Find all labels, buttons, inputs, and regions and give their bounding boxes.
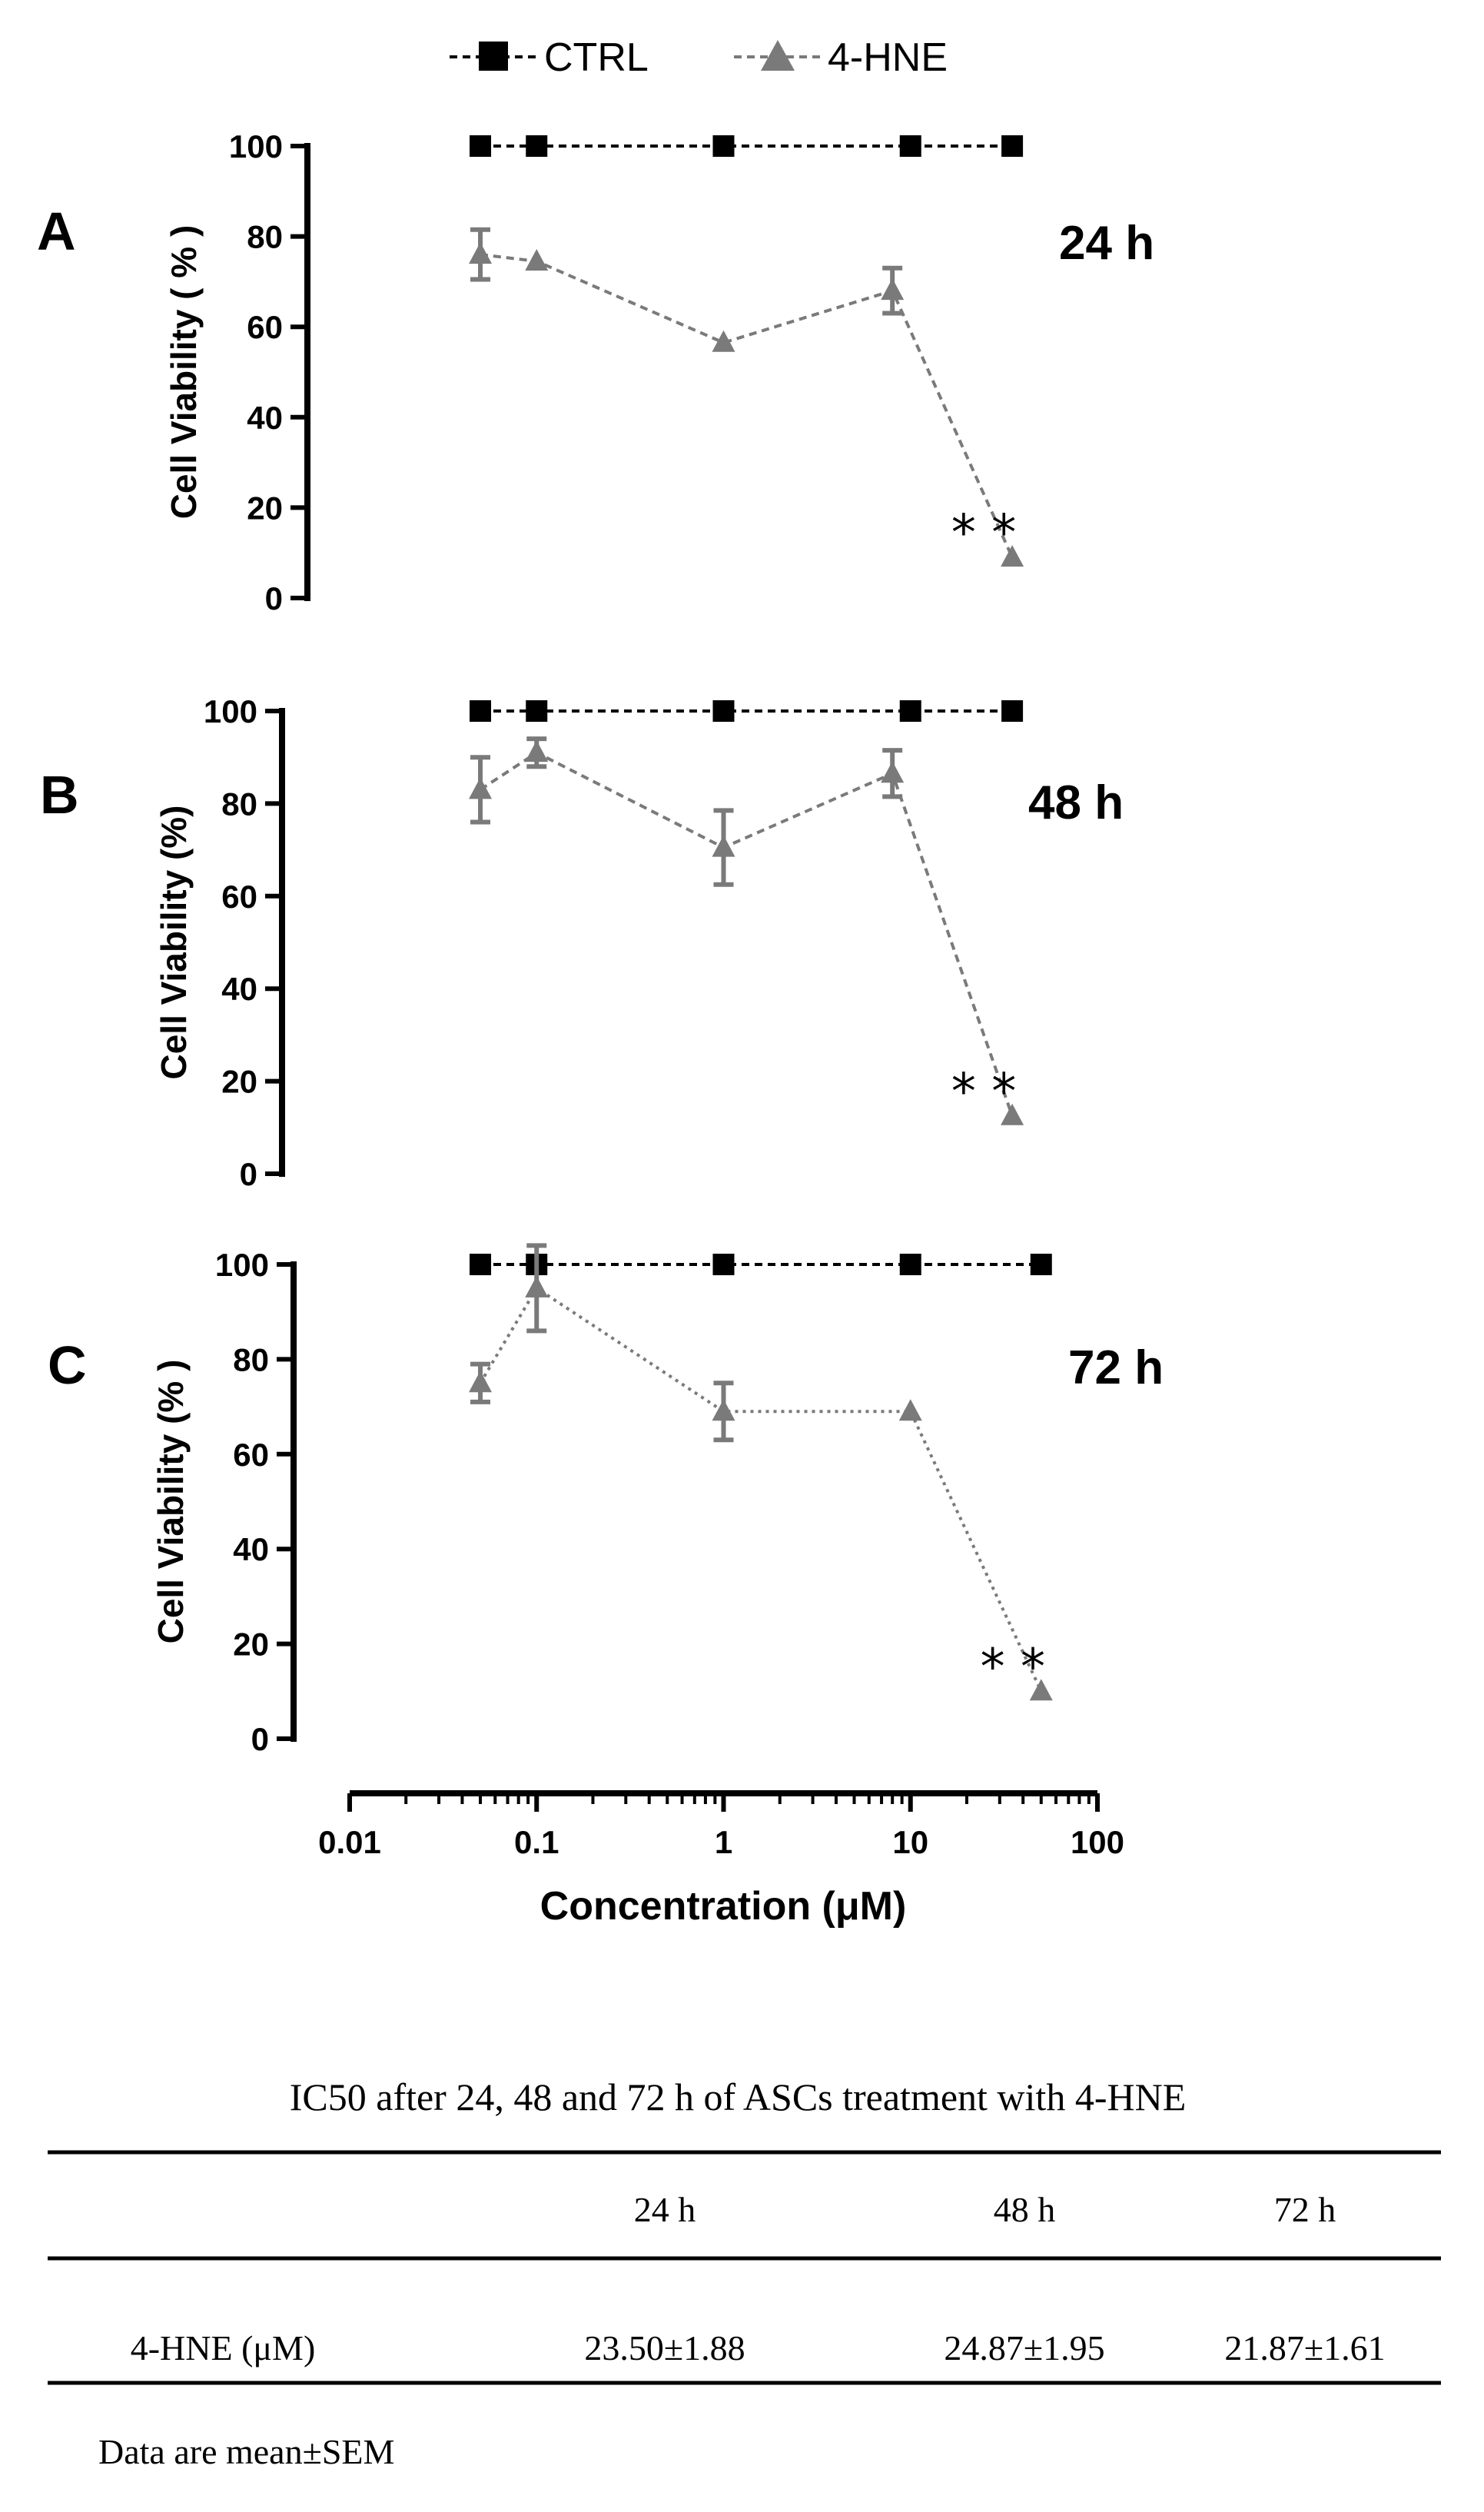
legend-ctrl-marker — [479, 42, 508, 71]
hne-point — [881, 278, 905, 301]
time-label: 24 h — [1059, 217, 1154, 270]
y-tick-label: 100 — [229, 128, 283, 164]
hne-point — [525, 248, 549, 271]
y-tick-label: 60 — [233, 1437, 269, 1473]
hne-point — [712, 330, 735, 352]
table-header-72h: 72 h — [1274, 2190, 1336, 2229]
y-tick-label: 80 — [233, 1341, 269, 1377]
ctrl-point — [470, 135, 492, 157]
ctrl-point — [712, 135, 735, 157]
hne-point — [525, 740, 549, 763]
table-header-24h: 24 h — [634, 2190, 696, 2229]
ctrl-point — [899, 1254, 921, 1275]
y-tick-label: 20 — [247, 490, 283, 526]
time-label: 48 h — [1028, 776, 1124, 829]
y-axis-label: Cell Viability (%) — [154, 805, 194, 1079]
ctrl-point — [899, 135, 921, 157]
x-axis-ticks: 0.01 0.1 1 10 100 — [318, 1793, 1124, 1860]
table-cell-48h: 24.87±1.95 — [944, 2328, 1104, 2367]
hne-point — [1001, 545, 1024, 567]
hne-point — [469, 1371, 493, 1393]
ctrl-point — [712, 1254, 735, 1275]
ctrl-point — [470, 1254, 492, 1275]
y-tick-label: 0 — [251, 1721, 269, 1757]
x-tick-label: 1 — [715, 1824, 732, 1860]
table-cell-24h: 23.50±1.88 — [584, 2328, 745, 2367]
time-label: 72 h — [1068, 1341, 1164, 1394]
significance-marker: * * — [951, 1064, 1016, 1121]
table-footnote: Data are mean±SEM — [98, 2432, 394, 2471]
y-tick-label: 0 — [265, 580, 283, 616]
hne-point — [525, 1275, 549, 1298]
hne-series-line — [479, 1285, 1043, 1693]
y-axis-label: Cell Viability (% ) — [151, 1360, 191, 1644]
x-tick-label: 100 — [1071, 1824, 1124, 1860]
y-tick-label: 20 — [233, 1626, 269, 1663]
y-tick-label: 60 — [247, 309, 283, 345]
ic50-table: IC50 after 24, 48 and 72 h of ASCs treat… — [48, 2075, 1441, 2471]
x-axis-label: Concentration (μM) — [540, 1884, 907, 1929]
chart-panel-c: 0 20 40 60 80 100 Cell Viability (% ) C 72 h * * — [48, 1243, 1164, 1757]
x-tick-label: 10 — [892, 1824, 928, 1860]
y-tick-label: 40 — [221, 971, 257, 1007]
panel-letter: A — [37, 201, 76, 261]
y-tick-label: 40 — [247, 400, 283, 436]
x-tick-label: 0.01 — [318, 1824, 381, 1860]
legend-hne-label: 4-HNE — [828, 35, 948, 80]
significance-marker: * * — [981, 1639, 1045, 1696]
chart-panel-a: 0 20 40 60 80 100 Cell Viability ( % ) A 24 h * * — [37, 128, 1154, 616]
y-tick-label: 100 — [215, 1247, 269, 1283]
y-tick-label: 0 — [240, 1156, 257, 1192]
ctrl-point — [899, 700, 921, 722]
table-cell-72h: 21.87±1.61 — [1224, 2328, 1385, 2367]
table-row-label: 4-HNE (μM) — [131, 2328, 316, 2367]
significance-marker: * * — [951, 505, 1016, 562]
ctrl-point — [470, 700, 492, 722]
hne-point — [712, 835, 735, 857]
y-tick-label: 20 — [221, 1064, 257, 1100]
legend-hne-marker — [761, 40, 795, 71]
legend-ctrl-label: CTRL — [544, 35, 649, 80]
ctrl-point — [1001, 135, 1024, 157]
hne-point — [469, 242, 493, 264]
panel-letter: C — [48, 1335, 87, 1395]
y-tick-label: 100 — [204, 693, 257, 729]
panel-letter: B — [40, 765, 79, 825]
y-axis-label: Cell Viability ( % ) — [164, 225, 204, 520]
ctrl-point — [526, 135, 548, 157]
ctrl-point — [712, 700, 735, 722]
hne-series-line — [480, 253, 1014, 558]
legend: CTRL 4-HNE — [450, 35, 948, 80]
hne-point — [712, 1399, 735, 1421]
y-tick-label: 40 — [233, 1531, 269, 1567]
ctrl-point — [1001, 700, 1024, 722]
panels: 0 20 40 60 80 100 Cell Viability ( % ) A 24 h * *… — [37, 128, 1164, 1757]
hne-point — [1029, 1679, 1053, 1701]
x-axis: 0.01 0.1 1 10 100 Concentration (μM) — [318, 1790, 1124, 1929]
chart-panel-b: 0 20 40 60 80 100 Cell Viability (%) B 48 h * * — [40, 693, 1124, 1192]
x-tick-label: 0.1 — [514, 1824, 559, 1860]
hne-point — [898, 1399, 922, 1421]
hne-point — [1001, 1103, 1024, 1125]
ctrl-point — [526, 700, 548, 722]
table-header-48h: 48 h — [994, 2190, 1056, 2229]
ctrl-point — [1030, 1254, 1052, 1275]
y-tick-label: 60 — [221, 879, 257, 915]
y-tick-label: 80 — [247, 219, 283, 255]
y-tick-label: 80 — [221, 786, 257, 822]
table-title: IC50 after 24, 48 and 72 h of ASCs treat… — [290, 2075, 1186, 2118]
hne-series-line — [479, 750, 1014, 1117]
hne-point — [881, 761, 905, 783]
hne-point — [469, 777, 493, 799]
